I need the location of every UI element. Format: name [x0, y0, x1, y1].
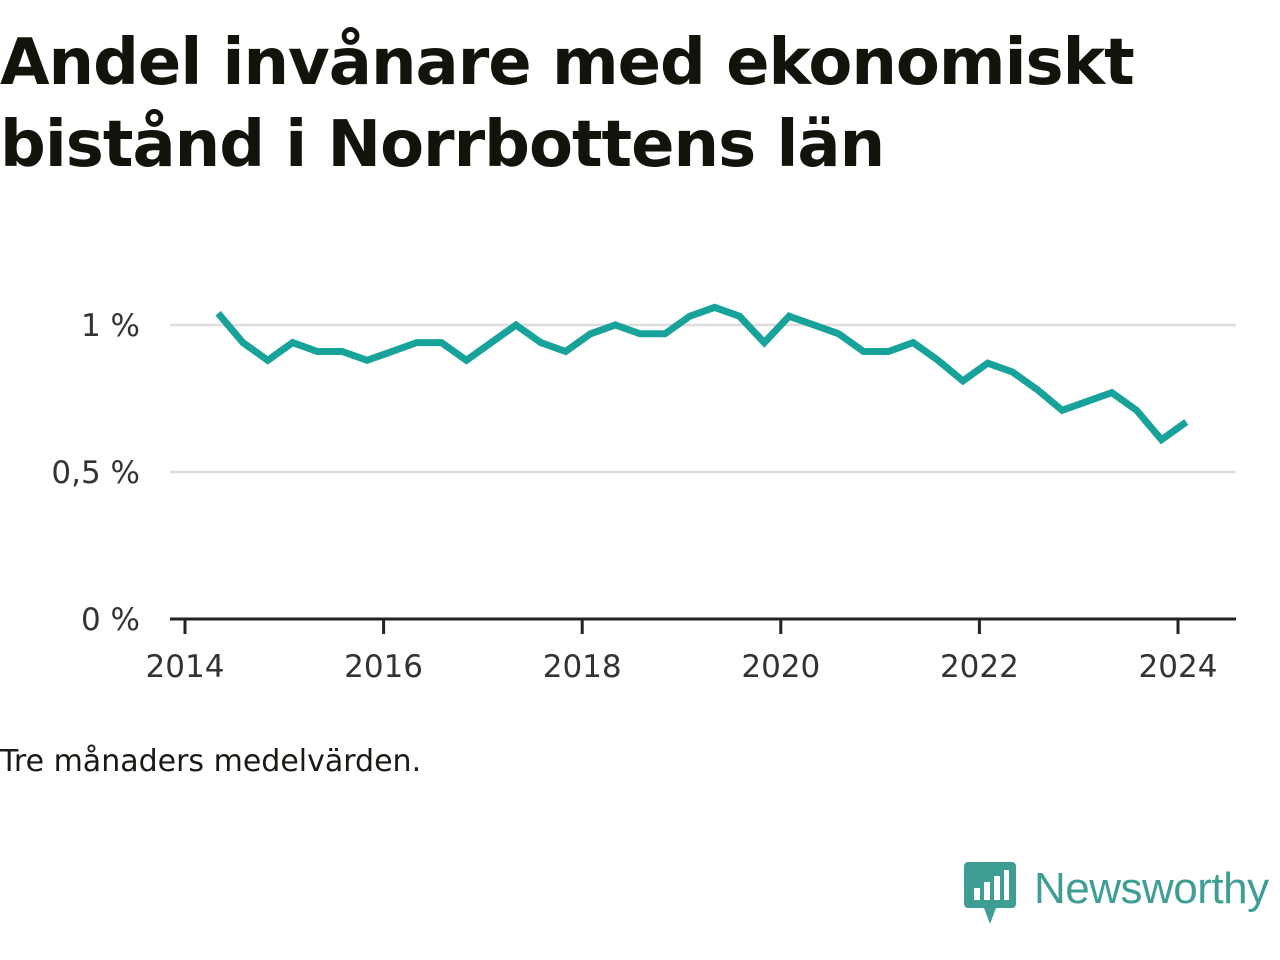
chart-note: Tre månaders medelvärden. [0, 744, 422, 779]
brand-name: Newsworthy [1034, 864, 1269, 913]
x-tick-label: 2018 [543, 649, 622, 685]
x-tick-label: 2024 [1139, 649, 1218, 685]
x-axis: 2014 2016 2018 2020 2022 2024 [146, 619, 1218, 685]
series-layer [215, 303, 1189, 445]
gridlines [170, 323, 1236, 474]
bar-chart-speech-bubble-icon [964, 862, 1016, 924]
y-tick-label: 1 % [81, 308, 140, 344]
chart-title: Andel invånare med ekonomiskt bistånd i … [0, 26, 1135, 182]
x-tick-label: 2020 [741, 649, 820, 685]
x-tick-label: 2016 [344, 649, 423, 685]
x-tick-label: 2022 [940, 649, 1019, 685]
x-tick-label: 2014 [146, 649, 225, 685]
newsworthy-logo[interactable]: Newsworthy [964, 862, 1280, 926]
y-tick-label: 0,5 % [51, 455, 140, 491]
y-tick-label: 0 % [81, 602, 140, 638]
line-chart: 0 % 0,5 % 1 % 2014 2016 2018 2020 2022 2024 [51, 303, 1236, 685]
y-axis: 0 % 0,5 % 1 % [51, 308, 140, 638]
series-line [215, 303, 1189, 445]
